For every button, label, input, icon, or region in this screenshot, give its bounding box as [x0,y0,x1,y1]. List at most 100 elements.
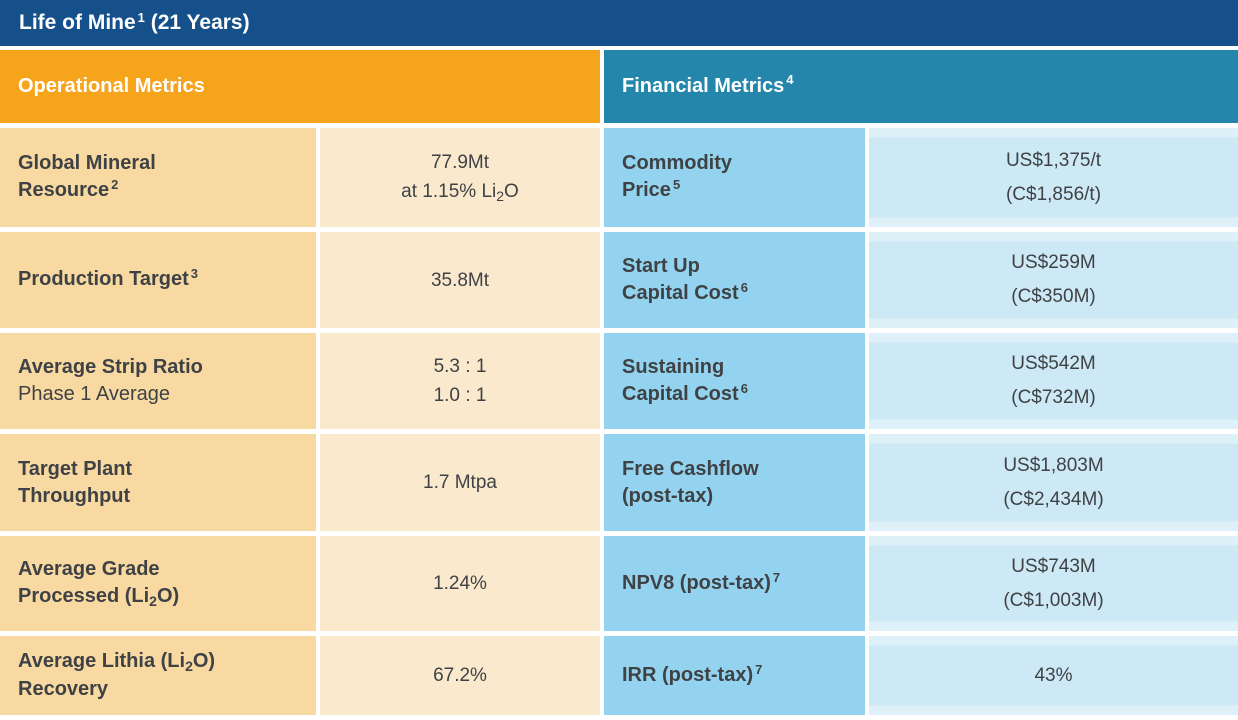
label-line: (post-tax) [622,483,865,510]
page-title: Life of Mine 1 (21 Years) [19,10,250,35]
footnote-marker: 5 [672,177,681,192]
label-line: Average Lithia (Li2O) [18,648,316,676]
text-run: (post-tax) [622,484,714,507]
op-label-average-grade-processed: Average Grade Processed (Li2O) [0,536,316,631]
operational-metrics-header: Operational Metrics [0,50,600,123]
label-line: Average Grade [18,556,316,583]
subscript: 2 [185,658,193,674]
text-run: US$1,375/t [1005,149,1102,171]
text-run: 67.2% [433,665,487,686]
text-run: Start Up [622,254,700,277]
fin-label-free-cashflow: Free Cashflow (post-tax) [604,434,865,531]
subscript: 2 [496,188,505,204]
text-run: at 1.15% Li [401,181,497,202]
value-line: (C$350M) [1011,280,1095,314]
text-run: (C$350M) [1011,286,1096,307]
text-run: Resource [18,179,110,201]
value-line: (C$1,856/t) [1006,178,1101,212]
title-footnote-marker: 1 [137,10,145,25]
value-line: 1.24% [433,569,487,598]
op-value-global-mineral-resource: 77.9Mt at 1.15% Li2O [320,128,600,227]
text-run: Throughput [18,484,131,507]
value-line: 67.2% [433,661,487,690]
value-line: at 1.15% Li2O [401,177,519,207]
text-run: Average Grade [18,558,160,580]
label-line: Price 5 [622,177,865,205]
label-line: Phase 1 Average [18,381,316,408]
label-line: Target Plant [18,456,316,483]
label-line: Resource 2 [18,177,316,205]
label-line: Production Target 3 [18,266,316,294]
label-line: Throughput [18,483,316,510]
fin-value-free-cashflow: US$1,803M (C$2,434M) [869,434,1238,531]
financial-metrics-header: Financial Metrics 4 [604,50,1238,123]
label-line: Free Cashflow [622,456,865,483]
text-run: (C$1,856/t) [1005,183,1102,205]
text-run: US$542M [1011,353,1096,374]
text-run: O) [192,650,216,672]
op-value-target-plant-throughput: 1.7 Mtpa [320,434,600,531]
footnote-marker: 7 [772,569,781,585]
value-line: 43% [1034,659,1072,693]
footnote-marker: 7 [755,661,763,677]
value-line: US$259M [1011,246,1096,280]
text-run: US$259M [1011,252,1096,273]
operational-metrics-header-label: Operational Metrics [18,75,205,97]
text-run: Price [622,179,671,201]
subscript: 2 [149,593,157,609]
op-value-average-grade-processed: 1.24% [320,536,600,631]
text-run: 43% [1034,664,1073,686]
value-line: (C$732M) [1011,381,1095,415]
label-line: IRR (post-tax) 7 [622,662,865,690]
label-line: Commodity [622,150,865,177]
text-run: 77.9Mt [430,152,490,173]
text-run: Capital Cost [622,382,739,405]
footnote-marker: 6 [740,380,748,396]
text-run: Recovery [18,678,109,700]
label-line: Processed (Li2O) [18,583,316,611]
title-bar: Life of Mine 1 (21 Years) [0,0,1238,46]
financial-header-footnote-marker: 4 [786,72,794,87]
label-line: Start Up [622,253,865,280]
label-line: Sustaining [622,354,865,381]
text-run: O [504,181,519,202]
text-run: Commodity [622,152,732,174]
label-line: Capital Cost 6 [622,280,865,308]
text-run: 1.0 : 1 [433,385,487,406]
fin-label-npv8-post-tax: NPV8 (post-tax) 7 [604,536,865,631]
fin-label-commodity-price: Commodity Price 5 [604,128,865,227]
op-label-global-mineral-resource: Global Mineral Resource 2 [0,128,316,227]
footnote-marker: 2 [111,177,119,192]
text-run: 1.7 Mtpa [423,472,497,493]
footnote-marker: 6 [740,279,748,295]
text-run: Free Cashflow [622,457,759,480]
op-value-average-lithia-recovery: 67.2% [320,636,600,715]
op-label-production-target: Production Target 3 [0,232,316,328]
text-run: IRR (post-tax) [622,663,754,686]
fin-value-irr-post-tax: 43% [869,636,1238,715]
text-run: O) [156,585,180,607]
title-suffix: (21 Years) [144,11,250,34]
label-line: Global Mineral [18,150,316,177]
text-run: (C$2,434M) [1003,488,1104,510]
metrics-grid: Operational Metrics Financial Metrics 4 G… [0,50,1238,715]
text-run: 5.3 : 1 [433,356,487,377]
text-run: (C$732M) [1011,387,1096,408]
value-line: 77.9Mt [431,148,489,177]
value-line: 5.3 : 1 [434,352,487,381]
text-run: Sustaining [622,355,725,378]
fin-value-sustaining-capital-cost: US$542M (C$732M) [869,333,1238,429]
fin-label-irr-post-tax: IRR (post-tax) 7 [604,636,865,715]
op-value-production-target: 35.8Mt [320,232,600,328]
label-line: Average Strip Ratio [18,354,316,381]
value-line: US$743M [1011,550,1096,584]
text-run: Average Lithia (Li [18,650,186,672]
label-line: Recovery [18,676,316,703]
text-run: Processed (Li [18,585,150,607]
fin-value-npv8-post-tax: US$743M (C$1,003M) [869,536,1238,631]
value-line: (C$1,003M) [1003,584,1103,618]
label-line: Capital Cost 6 [622,381,865,409]
text-run: US$743M [1011,555,1096,577]
text-run: Capital Cost [622,281,739,304]
